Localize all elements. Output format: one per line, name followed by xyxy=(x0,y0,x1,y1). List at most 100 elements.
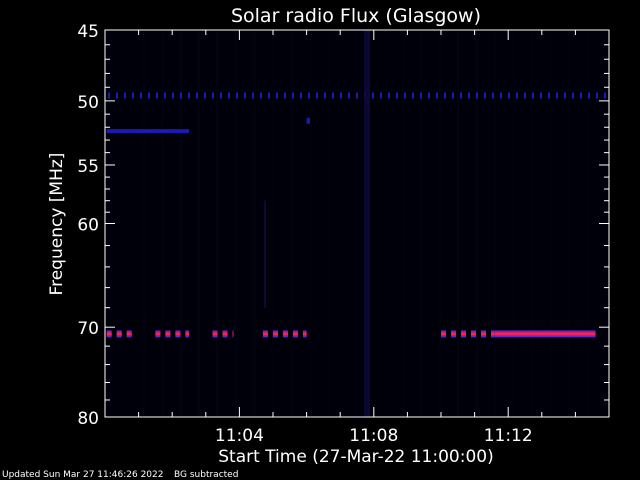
signal-core xyxy=(185,332,189,336)
signal-dash xyxy=(604,92,606,99)
signal-dash xyxy=(252,92,254,99)
bg-subtracted-note: BG subtracted xyxy=(174,470,238,480)
y-tick-label: 80 xyxy=(77,409,99,429)
noise-column xyxy=(217,31,218,416)
signal-core xyxy=(262,332,268,336)
noise-column xyxy=(235,31,236,416)
signal-core xyxy=(116,332,122,336)
signal-dash xyxy=(444,92,446,99)
vertical-streak-11:08 xyxy=(364,30,371,417)
signal-dash xyxy=(116,92,118,99)
noise-column xyxy=(272,31,273,416)
signal-core xyxy=(441,332,446,336)
noise-column xyxy=(198,31,199,416)
noise-column xyxy=(477,31,478,416)
noise-column xyxy=(180,31,181,416)
noise-column xyxy=(476,31,477,416)
y-axis-label: Frequency [MHz] xyxy=(47,153,67,296)
noise-column xyxy=(328,31,329,416)
noise-column xyxy=(588,31,589,416)
signal-dash xyxy=(340,92,342,99)
signal-dash xyxy=(580,92,582,99)
y-tick-label: 70 xyxy=(77,319,99,339)
signal-dash xyxy=(484,92,486,99)
signal-dash xyxy=(164,92,166,99)
noise-column xyxy=(255,31,256,416)
data-layer xyxy=(106,30,607,417)
signal-dash xyxy=(300,92,302,99)
signal-band xyxy=(106,129,189,134)
signal-core xyxy=(491,332,495,336)
noise-column xyxy=(531,31,532,416)
signal-core xyxy=(461,332,466,336)
signal-dash xyxy=(564,92,566,99)
signal-dash xyxy=(404,92,406,99)
noise-column xyxy=(346,31,347,416)
noise-column xyxy=(290,31,291,416)
noise-column xyxy=(568,31,569,416)
background-texture xyxy=(107,31,607,416)
faint-vertical-trace xyxy=(264,200,266,308)
noise-column xyxy=(587,31,588,416)
signal-core xyxy=(471,332,476,336)
signal-dash xyxy=(156,92,158,99)
signal-core xyxy=(106,332,112,336)
signal-core xyxy=(232,332,234,336)
signal-dash xyxy=(204,92,206,99)
signal-dash xyxy=(532,92,534,99)
noise-column xyxy=(253,31,254,416)
signal-dash xyxy=(284,92,286,99)
signal-dash xyxy=(476,92,478,99)
noise-column xyxy=(402,31,403,416)
signal-core xyxy=(272,332,278,336)
signal-dash xyxy=(188,92,190,99)
noise-column xyxy=(514,31,515,416)
signal-dash xyxy=(316,92,318,99)
noise-column xyxy=(292,31,293,416)
noise-column xyxy=(124,31,125,416)
noise-column xyxy=(384,31,385,416)
noise-column xyxy=(144,31,145,416)
signal-dash xyxy=(228,92,230,99)
noise-column xyxy=(291,31,292,416)
noise-column xyxy=(329,31,330,416)
signal-dash xyxy=(492,92,494,99)
tick-layer: 45 50 55 60 70 80 11:04 11:08 11:12 xyxy=(77,22,609,446)
noise-column xyxy=(550,31,551,416)
noise-column xyxy=(494,31,495,416)
signal-dash xyxy=(436,92,438,99)
signal-core xyxy=(481,332,486,336)
signal-core xyxy=(282,332,288,336)
noise-column xyxy=(162,31,163,416)
signal-dash xyxy=(244,92,246,99)
signal-dash xyxy=(388,92,390,99)
segment-70.7MHz-e xyxy=(441,330,495,338)
signal-core xyxy=(451,332,456,336)
noise-column xyxy=(513,31,514,416)
noise-column xyxy=(569,31,570,416)
signal-dash xyxy=(460,92,462,99)
x-tick-label: 11:04 xyxy=(215,426,264,446)
vertical-streak xyxy=(364,30,371,417)
noise-column xyxy=(161,31,162,416)
noise-column xyxy=(403,31,404,416)
signal-dash xyxy=(308,92,310,99)
signal-dash xyxy=(500,92,502,99)
noise-column xyxy=(218,31,219,416)
signal-core xyxy=(165,332,171,336)
signal-dash xyxy=(572,92,574,99)
signal-core xyxy=(175,332,181,336)
noise-column xyxy=(142,31,143,416)
signal-dash xyxy=(372,92,374,99)
noise-column xyxy=(310,31,311,416)
signal-dash xyxy=(356,92,358,99)
signal-dash xyxy=(172,92,174,99)
noise-column xyxy=(273,31,274,416)
signal-dash xyxy=(428,92,430,99)
noise-column xyxy=(309,31,310,416)
noise-column xyxy=(457,31,458,416)
signal-core xyxy=(155,332,161,336)
segment-70.7MHz-a xyxy=(106,330,132,338)
